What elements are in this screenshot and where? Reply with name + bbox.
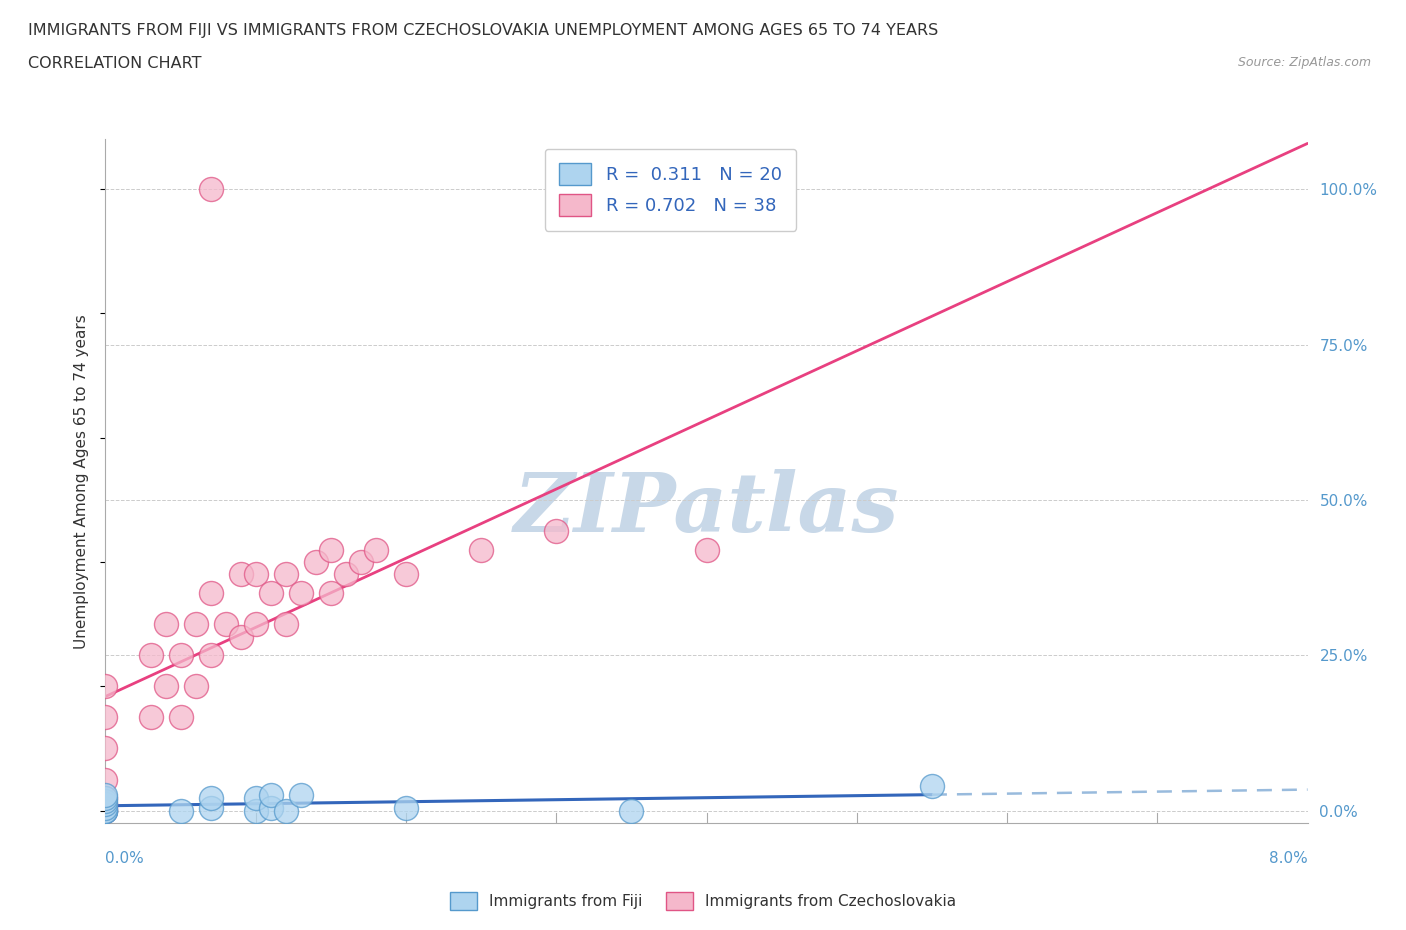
Legend: Immigrants from Fiji, Immigrants from Czechoslovakia: Immigrants from Fiji, Immigrants from Cz…: [441, 884, 965, 918]
Point: [94, 741, 117, 756]
Point: [94, 797, 117, 812]
Point: [921, 778, 943, 793]
Point: [200, 181, 222, 196]
Point: [94, 772, 117, 787]
Point: [364, 542, 387, 557]
Point: [94, 794, 117, 809]
Point: [94, 788, 117, 803]
Point: [319, 542, 342, 557]
Point: [229, 630, 252, 644]
Point: [395, 567, 418, 582]
Point: [94, 710, 117, 724]
Point: [94, 804, 117, 818]
Point: [350, 554, 373, 569]
Text: IMMIGRANTS FROM FIJI VS IMMIGRANTS FROM CZECHOSLOVAKIA UNEMPLOYMENT AMONG AGES 6: IMMIGRANTS FROM FIJI VS IMMIGRANTS FROM …: [28, 23, 938, 38]
Legend: R =  0.311   N = 20, R = 0.702   N = 38: R = 0.311 N = 20, R = 0.702 N = 38: [544, 149, 796, 231]
Point: [94, 804, 117, 818]
Y-axis label: Unemployment Among Ages 65 to 74 years: Unemployment Among Ages 65 to 74 years: [75, 314, 90, 648]
Point: [94, 804, 117, 818]
Point: [200, 648, 222, 663]
Point: [260, 788, 283, 803]
Point: [184, 617, 207, 631]
Point: [169, 648, 191, 663]
Point: [245, 790, 267, 805]
Point: [696, 542, 718, 557]
Point: [94, 797, 117, 812]
Point: [245, 804, 267, 818]
Point: [94, 679, 117, 694]
Point: [169, 804, 191, 818]
Point: [200, 586, 222, 601]
Point: [94, 800, 117, 815]
Point: [260, 800, 283, 815]
Text: Source: ZipAtlas.com: Source: ZipAtlas.com: [1237, 56, 1371, 69]
Point: [94, 790, 117, 805]
Point: [229, 567, 252, 582]
Point: [184, 679, 207, 694]
Point: [274, 804, 297, 818]
Point: [395, 800, 418, 815]
Point: [155, 679, 177, 694]
Point: [155, 617, 177, 631]
Point: [260, 586, 283, 601]
Point: [335, 567, 357, 582]
Text: ZIPatlas: ZIPatlas: [513, 469, 900, 549]
Text: 0.0%: 0.0%: [105, 851, 145, 866]
Point: [620, 804, 643, 818]
Point: [274, 567, 297, 582]
Point: [139, 648, 162, 663]
Point: [94, 804, 117, 818]
Point: [94, 790, 117, 805]
Point: [319, 586, 342, 601]
Point: [139, 710, 162, 724]
Point: [274, 617, 297, 631]
Point: [200, 790, 222, 805]
Point: [169, 710, 191, 724]
Point: [290, 788, 312, 803]
Text: 8.0%: 8.0%: [1268, 851, 1308, 866]
Point: [290, 586, 312, 601]
Point: [470, 542, 492, 557]
Point: [200, 800, 222, 815]
Point: [305, 554, 328, 569]
Point: [214, 617, 236, 631]
Point: [245, 567, 267, 582]
Point: [94, 800, 117, 815]
Text: CORRELATION CHART: CORRELATION CHART: [28, 56, 201, 71]
Point: [245, 617, 267, 631]
Point: [546, 524, 568, 538]
